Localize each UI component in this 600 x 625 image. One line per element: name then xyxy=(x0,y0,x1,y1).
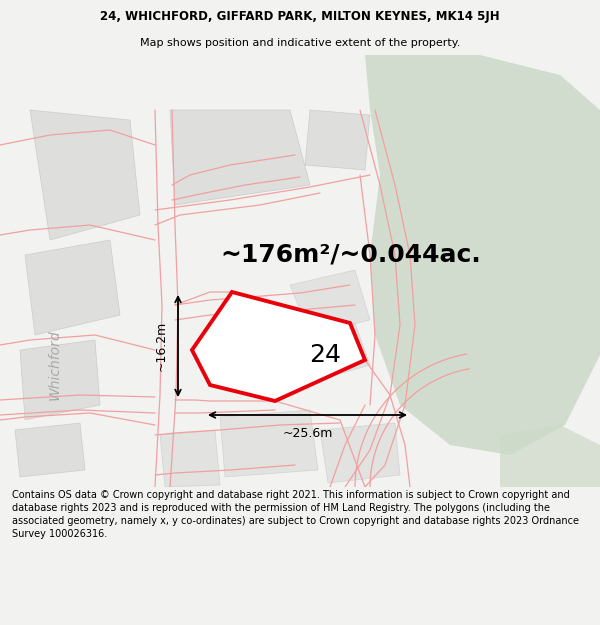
Polygon shape xyxy=(220,410,318,477)
Polygon shape xyxy=(160,430,220,487)
Polygon shape xyxy=(365,55,600,455)
Text: 24, WHICHFORD, GIFFARD PARK, MILTON KEYNES, MK14 5JH: 24, WHICHFORD, GIFFARD PARK, MILTON KEYN… xyxy=(100,10,500,23)
Polygon shape xyxy=(20,340,100,420)
Text: Whichford: Whichford xyxy=(48,330,62,400)
Polygon shape xyxy=(500,425,600,487)
Text: ~25.6m: ~25.6m xyxy=(283,427,332,440)
Polygon shape xyxy=(170,110,310,205)
Text: ~16.2m: ~16.2m xyxy=(155,321,168,371)
Text: 24: 24 xyxy=(309,343,341,367)
Polygon shape xyxy=(295,323,370,383)
Polygon shape xyxy=(25,240,120,335)
Polygon shape xyxy=(290,270,370,335)
Text: Contains OS data © Crown copyright and database right 2021. This information is : Contains OS data © Crown copyright and d… xyxy=(12,490,579,539)
Polygon shape xyxy=(30,110,140,240)
Polygon shape xyxy=(15,423,85,477)
Text: ~176m²/~0.044ac.: ~176m²/~0.044ac. xyxy=(220,243,481,267)
Polygon shape xyxy=(320,423,400,483)
Polygon shape xyxy=(305,110,370,170)
Polygon shape xyxy=(192,292,365,401)
Text: Map shows position and indicative extent of the property.: Map shows position and indicative extent… xyxy=(140,38,460,48)
